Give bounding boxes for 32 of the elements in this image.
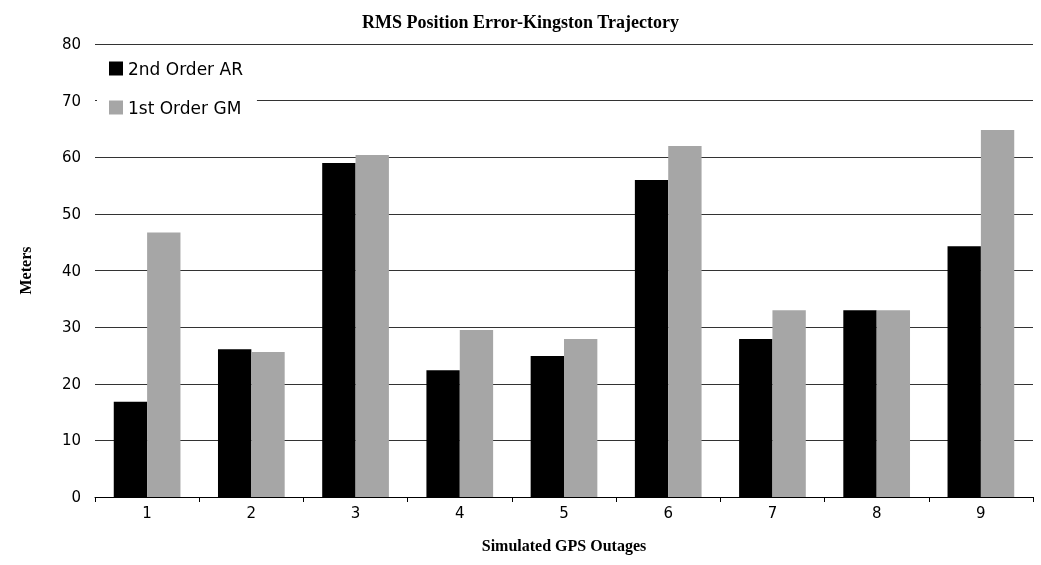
bar <box>355 154 389 497</box>
x-tick-label: 2 <box>246 503 257 522</box>
y-tick-label: 20 <box>61 374 81 393</box>
y-axis-title: Meters <box>16 246 34 295</box>
x-tick-label: 1 <box>142 503 152 522</box>
y-tick-label: 0 <box>71 488 81 506</box>
x-tick-label: 6 <box>663 503 673 522</box>
bar <box>564 339 598 497</box>
legend-label: 1st Order GM <box>128 97 242 118</box>
bar <box>772 310 806 497</box>
bar <box>251 352 285 497</box>
x-tick-label: 9 <box>976 503 986 522</box>
bar <box>876 310 911 497</box>
y-tick-label: 50 <box>61 204 81 223</box>
x-tick-label: 5 <box>559 503 569 522</box>
x-tick-label: 3 <box>350 503 361 522</box>
y-tick-label: 70 <box>61 91 81 110</box>
bar <box>668 145 702 497</box>
bar <box>147 232 181 497</box>
y-tick-label: 40 <box>61 261 81 280</box>
y-tick-label: 10 <box>61 431 81 450</box>
chart-title: RMS Position Error-Kingston Trajectory <box>362 12 679 32</box>
y-tick-label: 80 <box>61 35 81 53</box>
legend-label: 2nd Order AR <box>128 58 244 79</box>
x-tick-label: 8 <box>871 503 882 522</box>
bar <box>459 329 494 497</box>
bar <box>980 130 1015 497</box>
x-tick-label: 4 <box>455 503 465 522</box>
y-tick-label: 60 <box>61 148 81 167</box>
x-tick-label: 7 <box>767 503 778 522</box>
x-axis-title: Simulated GPS Outages <box>481 536 647 555</box>
y-tick-label: 30 <box>61 318 81 337</box>
